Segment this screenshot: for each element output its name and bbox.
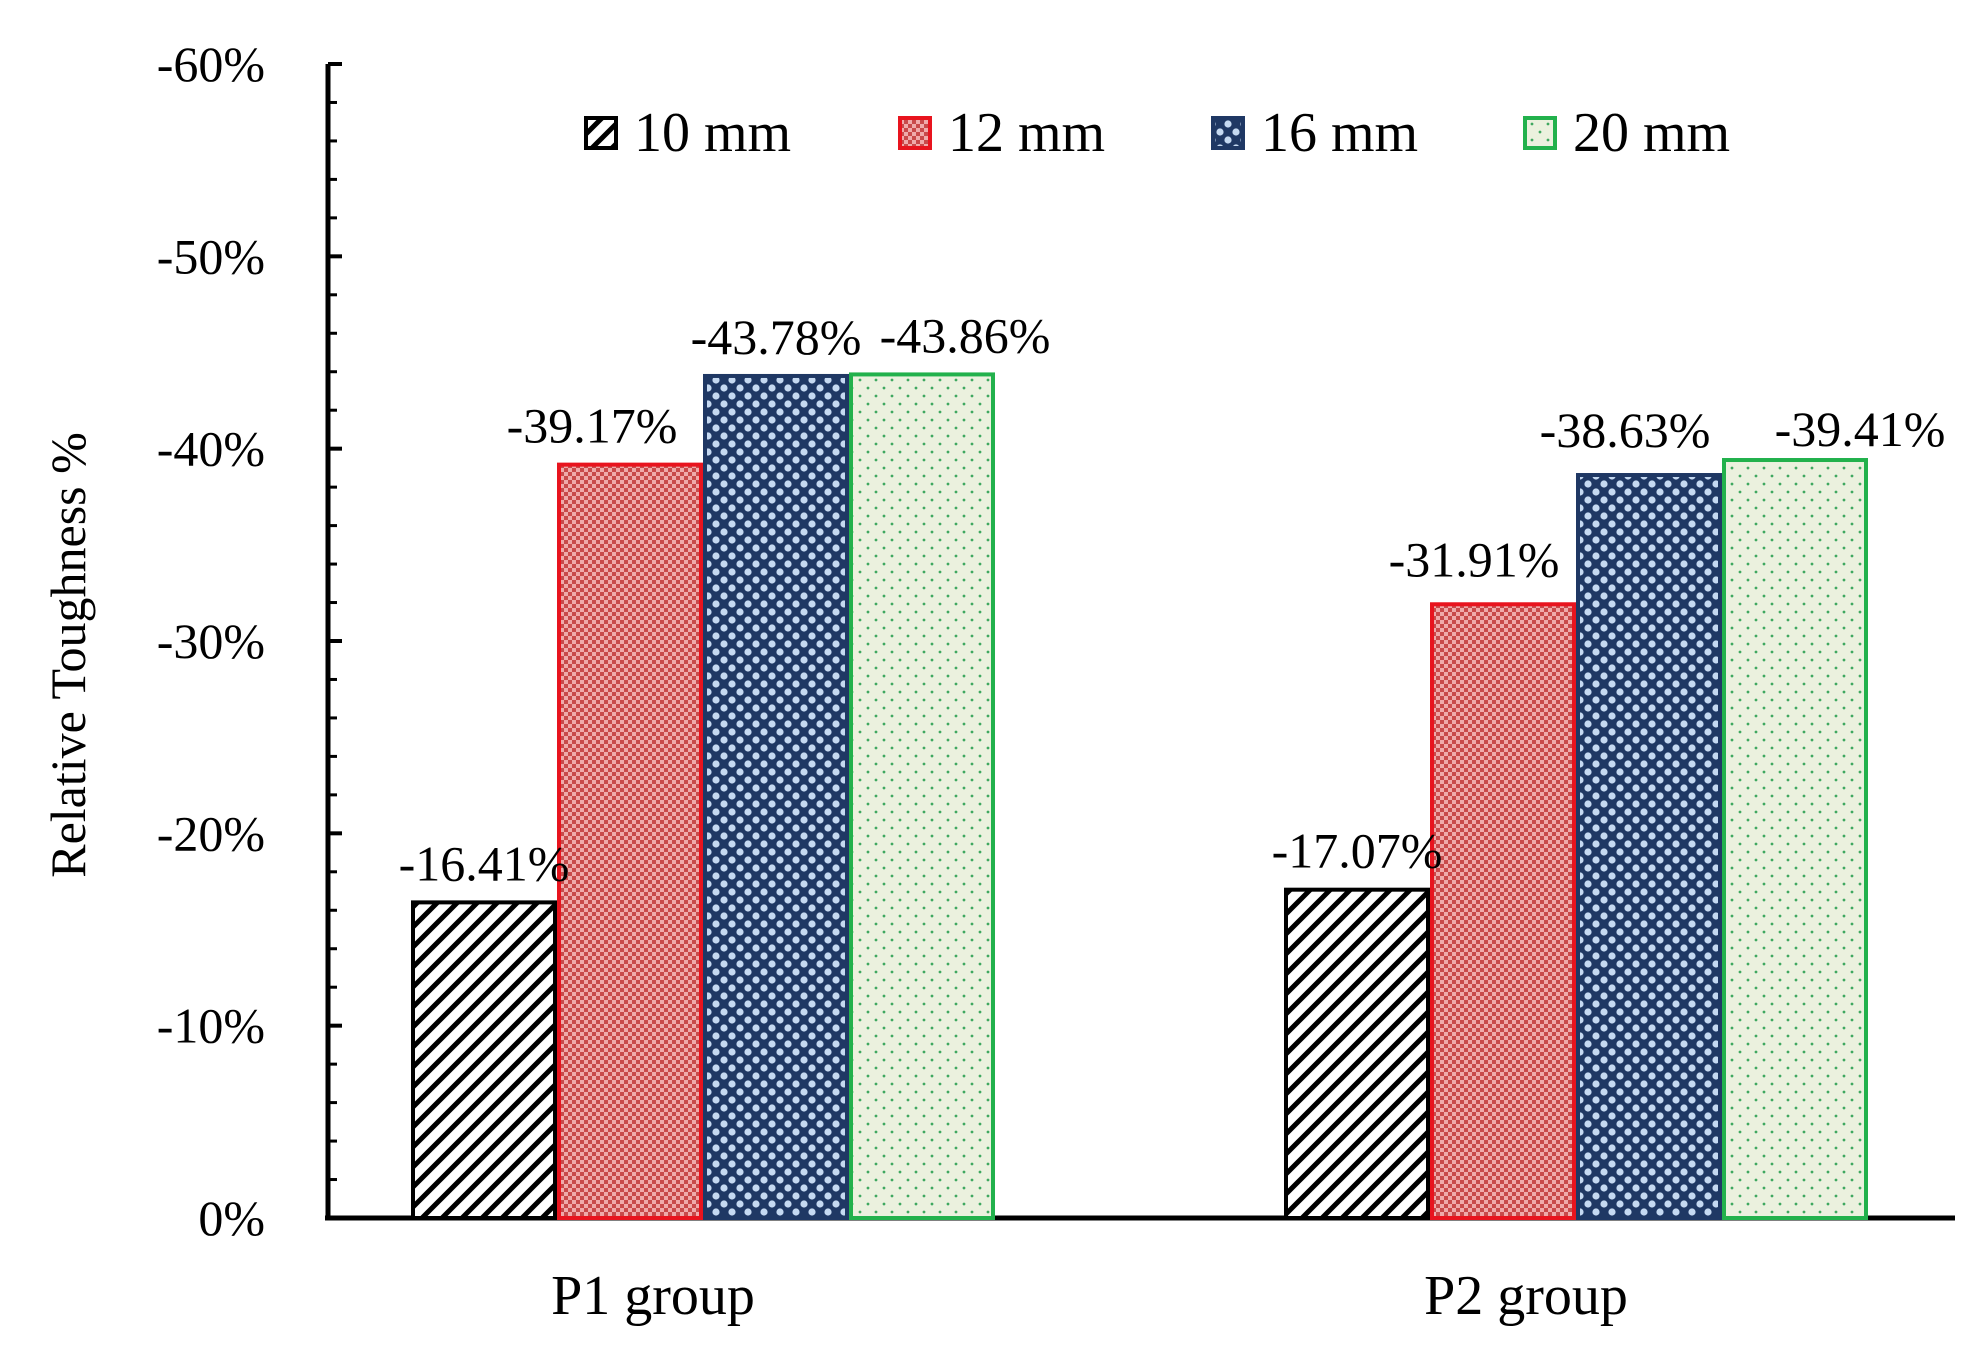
legend: 10 mm 12 mm 16 mm 20 mm [584,102,1730,164]
data-label: -38.63% [1540,402,1711,458]
y-tick-label: 0% [198,1190,265,1246]
data-label: -43.86% [880,307,1051,363]
data-label: -39.41% [1775,401,1946,457]
legend-label: 16 mm [1261,102,1418,164]
legend-swatch [1211,116,1245,150]
data-label: -16.41% [399,835,570,891]
data-label: -17.07% [1272,823,1443,879]
legend-swatch [584,116,618,150]
legend-label: 12 mm [948,102,1105,164]
category-label: P2 group [1424,1265,1628,1327]
y-tick-label: -60% [157,36,265,92]
bars [411,372,1868,1221]
legend-swatch [898,116,932,150]
data-label: -31.91% [1389,531,1560,587]
y-tick-label: -10% [157,998,265,1054]
bar-p1-group-12mm [557,462,703,1221]
y-tick-label: -30% [157,613,265,669]
data-label: -39.17% [507,398,678,454]
legend-label: 20 mm [1573,102,1730,164]
bar-p2-group-12mm [1430,602,1576,1220]
legend-swatch [1523,116,1557,150]
bar-p1-group-16mm [703,373,849,1220]
data-labels: -16.41% -39.17%-43.78% -43.86% -17.07% -31.9… [399,307,1946,891]
bar-p2-group-20mm [1722,458,1868,1220]
legend-label: 10 mm [634,102,791,164]
bar-p2-group-16mm [1576,473,1722,1220]
data-label: -43.78% [691,309,862,365]
bar-p2-group-10mm [1284,887,1430,1220]
bar-p1-group-10mm [411,900,557,1220]
y-tick-label: -20% [157,805,265,861]
y-tick-label: -50% [157,228,265,284]
y-tick-label: -40% [157,421,265,477]
bar-p1-group-20mm [849,372,995,1220]
category-label: P1 group [551,1265,755,1327]
y-axis-title: Relative Toughness % [40,432,96,878]
